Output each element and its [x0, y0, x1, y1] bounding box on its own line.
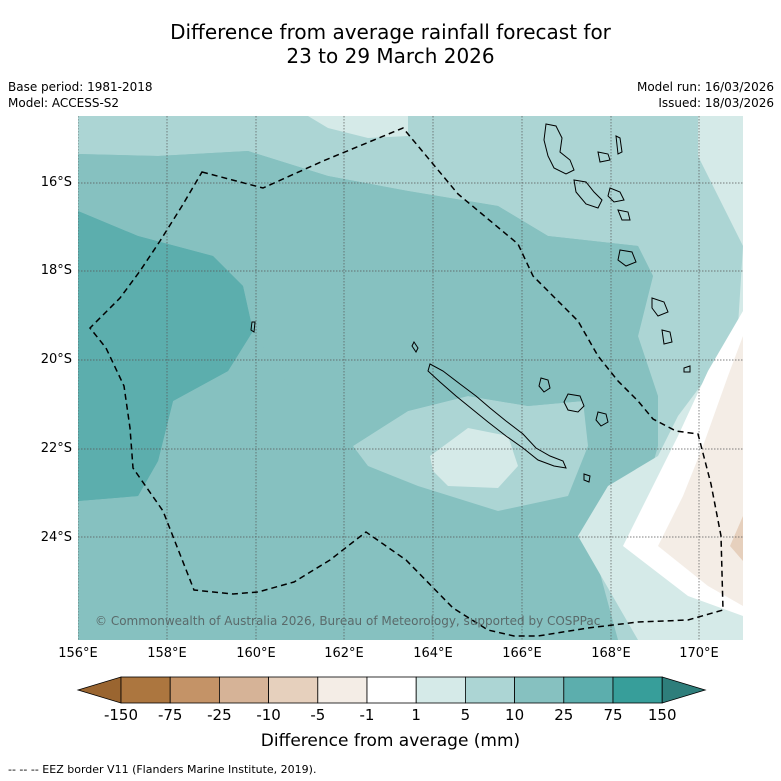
island-ambrym: [607, 187, 625, 203]
colorbar-segment: [317, 676, 368, 704]
island-ouvea: [538, 377, 551, 393]
colorbar-segment: [169, 676, 220, 704]
colorbar-tick-label: -150: [103, 706, 139, 724]
lat-label-16s: 16°S: [40, 175, 72, 190]
title-line-2: 23 to 29 March 2026: [286, 44, 495, 68]
lon-label-164e: 164°E: [413, 646, 453, 661]
colorbar-tick-label: 10: [505, 706, 525, 724]
colorbar-tick-label: -25: [207, 706, 232, 724]
colorbar-segment: [464, 676, 515, 704]
model-run: Model run: 16/03/2026: [636, 80, 774, 94]
anomaly-band-minus-5-minus-1: [658, 336, 743, 606]
copyright-notice: © Commonwealth of Australia 2026, Bureau…: [95, 614, 601, 628]
colorbar-segment: [563, 676, 614, 704]
lon-label-166e: 166°E: [502, 646, 542, 661]
colorbar-segment: [268, 676, 319, 704]
colorbar-tick-label: -10: [256, 706, 281, 724]
island-chesterfield: [250, 321, 256, 333]
island-belep: [411, 341, 419, 353]
island-efate: [617, 249, 637, 267]
lon-label-156e: 156°E: [58, 646, 98, 661]
island-erromango: [651, 297, 669, 317]
island-lifou: [563, 393, 585, 413]
issued-date: Issued: 18/03/2026: [658, 96, 774, 110]
island-new-caledonia: [427, 363, 567, 469]
colorbar-tick-label: -75: [157, 706, 183, 724]
island-espiritu-santo: [543, 123, 575, 175]
colorbar-segment: [120, 676, 171, 704]
metadata-left: Base period: 1981-2018 Model: ACCESS-S2: [8, 79, 153, 111]
colorbar-tick-label: -1: [359, 706, 375, 724]
metadata-right: Model run: 16/03/2026 Issued: 18/03/2026: [637, 79, 774, 111]
lat-label-18s: 18°S: [40, 263, 72, 278]
eez-border: [88, 127, 724, 637]
island-epi: [617, 209, 631, 221]
colorbar-tick-label: 1: [411, 706, 421, 724]
colorbar-tick-label: 25: [554, 706, 574, 724]
anomaly-band-1-5-north: [308, 116, 408, 138]
colorbar-tick-label: 150: [647, 706, 677, 724]
colorbar-extend-high: [661, 676, 707, 704]
island-tanna: [661, 329, 673, 345]
model-name: Model: ACCESS-S2: [8, 96, 120, 110]
colorbar-segment: [366, 676, 417, 704]
lon-label-162e: 162°E: [324, 646, 364, 661]
lat-label-24s: 24°S: [40, 530, 72, 545]
colorbar-segment: [612, 676, 663, 704]
lon-label-168e: 168°E: [591, 646, 631, 661]
graticule: [78, 116, 743, 640]
eez-footnote: -- -- -- EEZ border V11 (Flanders Marine…: [8, 763, 317, 776]
lon-label-170e: 170°E: [679, 646, 719, 661]
colorbar-segment: [415, 676, 466, 704]
map-title: Difference from average rainfall forecas…: [0, 20, 781, 68]
colorbar-tick-label: 5: [460, 706, 471, 724]
island-maewo: [597, 151, 611, 163]
base-period: Base period: 1981-2018: [8, 80, 153, 94]
island-pentecost: [615, 135, 623, 155]
anomaly-band-25-75-west: [78, 211, 253, 501]
lat-label-20s: 20°S: [40, 352, 72, 367]
map-panel: [78, 116, 743, 640]
island-malakula: [573, 179, 603, 209]
colorbar-title: Difference from average (mm): [260, 731, 521, 751]
title-line-1: Difference from average rainfall forecas…: [170, 20, 611, 44]
island-aneityum: [683, 365, 691, 373]
rainfall-map: [78, 116, 743, 640]
colorbar-extend-low: [76, 676, 122, 704]
island-isle-of-pines: [583, 473, 591, 483]
anomaly-band-10-25-core: [78, 151, 653, 446]
colorbar-tick-label: 75: [603, 706, 623, 724]
lat-label-22s: 22°S: [40, 441, 72, 456]
colorbar-tick-label: -5: [310, 706, 326, 724]
island-mare: [595, 411, 609, 427]
colorbar-segment: [218, 676, 269, 704]
anomaly-band-minus-10-minus-5: [730, 516, 743, 561]
lon-label-160e: 160°E: [236, 646, 276, 661]
anomaly-band-1-5-central: [430, 428, 518, 488]
lon-label-158e: 158°E: [147, 646, 187, 661]
colorbar-segment: [514, 676, 565, 704]
